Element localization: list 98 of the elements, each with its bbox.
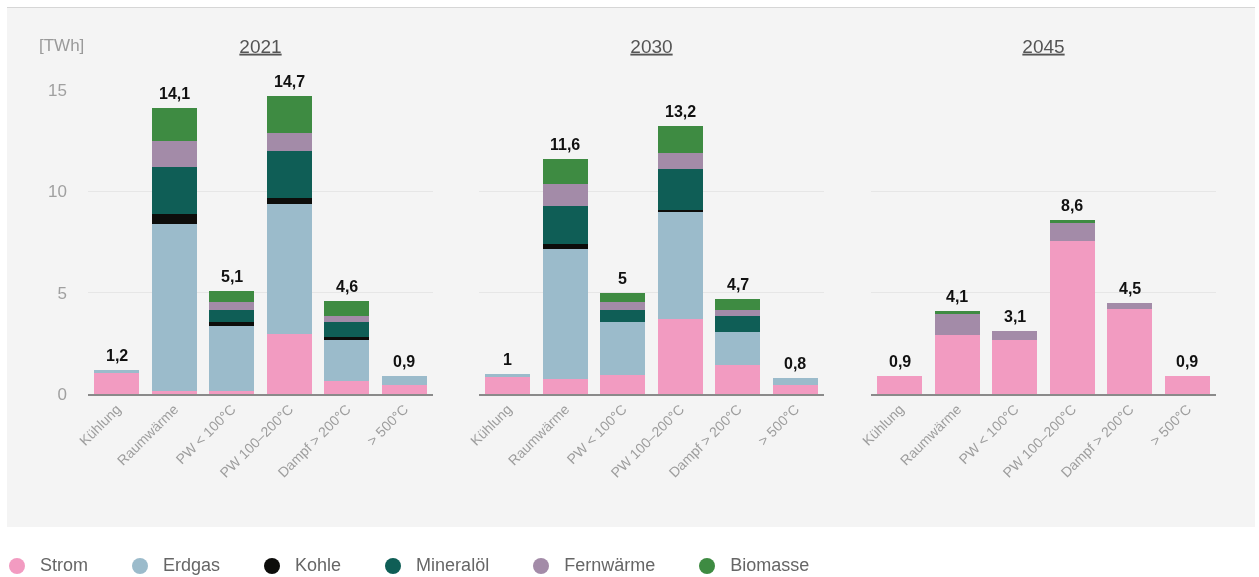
bar [266,333,312,394]
bar [657,153,703,170]
bar [324,315,370,322]
bar [94,369,140,373]
bar [324,339,370,382]
bar [715,309,761,316]
bar [934,335,980,394]
chart-title: 2021 [239,35,282,57]
bar [934,313,980,336]
bar [266,203,312,334]
bar [324,381,370,394]
bar [151,390,197,394]
y-tick-label: 0 [57,384,67,404]
total-label: 11,6 [550,136,581,153]
bar [151,141,197,168]
bar [715,315,761,332]
total-label: 4,5 [1119,280,1142,297]
total-label: 4,7 [727,276,750,293]
bar [992,339,1038,394]
total-label: 3,1 [1004,308,1027,325]
bar [209,301,255,310]
bar [485,376,531,394]
total-label: 0,9 [889,353,912,370]
bar [772,377,818,385]
bar [542,243,588,249]
bar [542,248,588,379]
bar [1049,219,1095,223]
legend-label: Mineralöl [416,555,490,576]
legend-label: Biomasse [730,555,810,576]
bar [600,375,646,394]
total-label: 8,6 [1061,197,1084,214]
bar [542,378,588,394]
bar [1164,375,1210,394]
bar [600,309,646,322]
total-label: 0,9 [1176,353,1199,370]
bar [381,375,427,385]
bar [266,96,312,134]
total-label: 14,7 [274,73,306,90]
chart-title: 2045 [1022,35,1065,57]
legend-label: Kohle [295,555,342,576]
legend-label: Strom [40,555,89,576]
total-label: 14,1 [159,85,191,102]
total-label: 0,9 [393,353,416,370]
bar [1107,309,1153,394]
bar [600,321,646,376]
bar [877,375,923,394]
bar [715,331,761,366]
bar [657,169,703,210]
bar [1107,302,1153,310]
chart-title: 2030 [630,35,673,57]
y-tick-label: 15 [48,80,67,100]
y-tick-label: 5 [57,283,67,303]
bar [542,184,588,206]
total-label: 1,2 [106,347,129,364]
bar [485,373,531,377]
bar [209,321,255,326]
total-label: 0,8 [784,355,807,372]
bar [209,290,255,302]
bar [266,133,312,151]
total-label: 5 [618,270,627,287]
bar [324,300,370,316]
bar [600,292,646,302]
bar [266,198,312,204]
bar [381,384,427,394]
bar [151,214,197,224]
y-axis-title: [TWh] [39,36,85,55]
bar [934,310,980,314]
bar [94,372,140,394]
bar [657,209,703,213]
bar [600,301,646,310]
bar [209,325,255,391]
total-label: 5,1 [221,268,244,285]
total-label: 4,1 [946,288,969,305]
total-label: 1 [503,351,512,368]
bar [151,167,197,215]
total-label: 4,6 [336,278,359,295]
bar [772,384,818,394]
bar [657,319,703,394]
total-label: 13,2 [665,103,697,120]
bar [1049,241,1095,394]
bar [992,331,1038,340]
bar [1049,222,1095,242]
bar [657,212,703,320]
bar [151,108,197,142]
bar [657,126,703,154]
bar [715,298,761,310]
bar [151,223,197,391]
bar [324,321,370,338]
bar [542,158,588,185]
bar [715,365,761,394]
bar [542,205,588,244]
y-tick-label: 10 [48,182,67,202]
bar [209,390,255,394]
bar [209,309,255,322]
legend-label: Fernwärme [564,555,656,576]
bar [266,151,312,199]
legend-label: Erdgas [163,555,221,576]
bar [324,337,370,340]
